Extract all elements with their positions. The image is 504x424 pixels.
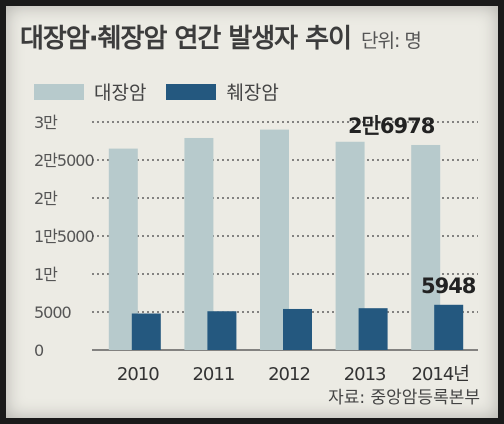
legend-swatch-colon — [34, 83, 84, 100]
unit-label: 단위: 명 — [361, 30, 422, 52]
data-label: 2만6978 — [348, 114, 435, 138]
y-tick-label: 1만 — [34, 265, 58, 284]
y-tick-label: 2만 — [34, 189, 58, 208]
header: 대장암·췌장암 연간 발생자 추이 단위: 명 — [20, 18, 422, 55]
y-tick-label: 2만5000 — [34, 151, 94, 170]
source-note: 자료: 중앙암등록본부 — [328, 388, 480, 408]
y-tick-label: 5000 — [34, 303, 72, 322]
chart-title: 대장암·췌장암 연간 발생자 추이 — [20, 24, 352, 54]
data-label: 5948 — [421, 274, 476, 298]
y-tick-label: 1만5000 — [34, 227, 94, 246]
legend-label-colon: 대장암 — [94, 82, 147, 104]
bar-pancreas — [358, 308, 388, 350]
x-tick-label: 2011 — [192, 364, 234, 385]
y-tick-label: 0 — [34, 341, 44, 360]
bar-pancreas — [131, 313, 161, 350]
legend-label-pancreas: 췌장암 — [226, 82, 279, 104]
x-tick-label: 2010 — [117, 364, 159, 385]
legend-item-colon: 대장암 — [34, 78, 146, 105]
x-tick-label: 2013 — [344, 364, 386, 385]
legend-item-pancreas: 췌장암 — [166, 78, 279, 105]
bar-pancreas — [283, 308, 312, 350]
x-tick-label: 2012 — [268, 364, 310, 385]
legend-swatch-pancreas — [166, 83, 217, 100]
bar-pancreas — [434, 304, 464, 350]
legend: 대장암 췌장암 — [34, 78, 287, 105]
y-tick-label: 3만 — [34, 113, 58, 132]
x-tick-label: 2014년 — [412, 364, 469, 385]
bar-pancreas — [207, 311, 237, 350]
